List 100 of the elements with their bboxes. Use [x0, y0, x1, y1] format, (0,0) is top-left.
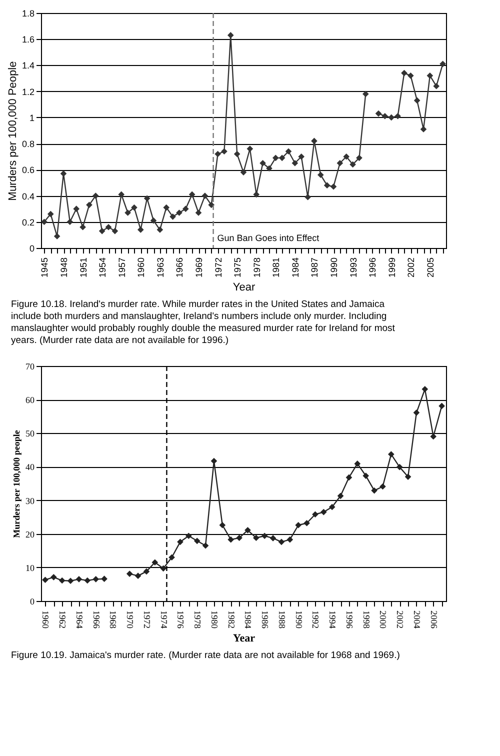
y-tick-label: 60 — [26, 395, 35, 406]
y-tick-label: 50 — [26, 428, 35, 439]
y-axis-title: Murders per 100,000 people — [12, 430, 22, 538]
x-tick-label: 1960 — [136, 258, 146, 278]
caption: Figure 10.18. Ireland's murder rate. While murder rates in the United States and Jamaica include both murders and manslaughter, Ireland's numbers include only murder. Including manslaughter would probably roughly double the measured murder rate for Ireland for most years. (Murder rate data are not available for 1996.) — [11, 299, 396, 346]
x-tick-label: 1948 — [59, 258, 69, 278]
x-axis-title: Year — [233, 632, 256, 644]
point — [312, 511, 318, 518]
point — [261, 532, 268, 540]
point — [58, 577, 66, 584]
point — [42, 576, 48, 584]
x-tick-label: 1945 — [40, 258, 50, 278]
point — [84, 577, 91, 584]
point — [354, 460, 361, 467]
x-tick-label: 1998 — [361, 610, 372, 629]
point — [92, 576, 100, 582]
point — [422, 386, 428, 392]
point — [210, 458, 218, 464]
x-tick-label: 1996 — [344, 610, 354, 629]
x-tick-label: 2006 — [428, 610, 439, 629]
x-tick-label: 1970 — [125, 610, 136, 629]
point — [101, 576, 108, 582]
y-tick-label: 1.4 — [22, 60, 34, 71]
point — [168, 554, 175, 561]
x-tick-label: 1968 — [108, 610, 118, 629]
point — [371, 487, 378, 494]
point — [185, 532, 192, 540]
point — [202, 542, 209, 549]
point — [143, 568, 150, 575]
x-tick-label: 1978 — [252, 258, 262, 278]
y-tick-label: 1 — [29, 112, 34, 123]
point — [244, 527, 251, 534]
x-tick-label: 1993 — [348, 258, 358, 278]
point — [194, 538, 200, 544]
x-tick-label: 1972 — [213, 258, 224, 278]
point — [252, 534, 260, 542]
x-tick-label: 1990 — [329, 258, 339, 278]
x-tick-label: 2005 — [425, 258, 436, 278]
point — [328, 504, 336, 510]
point — [320, 508, 327, 516]
x-tick-label: 1964 — [74, 610, 84, 629]
y-tick-label: 0 — [30, 596, 35, 606]
y-tick-label: 10 — [26, 562, 35, 573]
point — [295, 522, 302, 528]
y-tick-label: 0.6 — [22, 165, 34, 176]
x-tick-label: 1999 — [386, 258, 397, 278]
point — [160, 565, 167, 572]
y-tick-label: 0.4 — [22, 191, 34, 202]
y-tick-label: 1.2 — [22, 86, 34, 97]
point — [177, 538, 184, 546]
x-tick-label: 1957 — [116, 258, 127, 278]
y-tick-label: 40 — [26, 462, 35, 472]
x-tick-label: 1951 — [78, 258, 88, 278]
x-tick-label: 2002 — [395, 610, 406, 628]
x-tick-label: 1960 — [40, 610, 51, 629]
point — [50, 574, 57, 580]
point — [278, 538, 285, 546]
y-tick-label: 1.6 — [22, 34, 34, 45]
y-tick-label: 30 — [26, 496, 35, 506]
point — [236, 534, 242, 542]
point — [152, 559, 158, 566]
point — [228, 536, 234, 543]
point — [337, 492, 344, 500]
point — [362, 472, 370, 479]
point — [286, 536, 294, 543]
x-tick-label: 1982 — [226, 610, 236, 628]
point — [388, 451, 394, 458]
x-tick-label: 1963 — [155, 258, 166, 278]
x-tick-label: 1974 — [158, 610, 169, 629]
point — [396, 464, 403, 470]
y-tick-label: 70 — [26, 362, 35, 372]
x-tick-label: 1969 — [194, 258, 204, 278]
caption: Figure 10.19. Jamaica's murder rate. (Murder rate data are not available for 1968 and 1969.) — [11, 650, 400, 661]
point — [430, 433, 437, 440]
y-axis-title: Murders per 100,000 People — [6, 61, 19, 201]
x-tick-label: 1976 — [176, 610, 186, 629]
x-tick-label: 1966 — [174, 258, 185, 278]
y-tick-label: 20 — [26, 529, 35, 540]
x-tick-label: 1975 — [232, 258, 243, 278]
point — [76, 576, 82, 582]
point — [134, 572, 142, 579]
x-tick-label: 1954 — [98, 258, 108, 278]
x-tick-label: 2002 — [406, 258, 416, 278]
x-tick-label: 1990 — [294, 610, 304, 629]
y-tick-label: 0.8 — [22, 139, 34, 150]
point — [438, 402, 445, 410]
point — [270, 535, 276, 542]
x-axis-title: Year — [232, 282, 256, 294]
x-tick-label: 1984 — [290, 258, 300, 278]
point — [404, 474, 412, 480]
point — [219, 522, 226, 528]
x-tick-label: 1988 — [276, 610, 287, 629]
x-tick-label: 1994 — [328, 610, 338, 629]
point — [346, 474, 352, 481]
point — [380, 483, 386, 490]
x-tick-label: 1962 — [58, 610, 68, 628]
x-tick-label: 1996 — [368, 258, 378, 278]
x-tick-label: 1966 — [91, 610, 102, 629]
y-tick-label: 1.8 — [22, 8, 34, 18]
x-tick-label: 1987 — [310, 258, 320, 278]
